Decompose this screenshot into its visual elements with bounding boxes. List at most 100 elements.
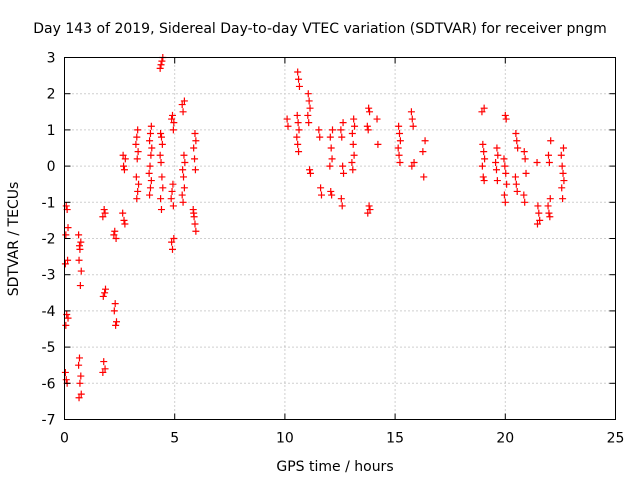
- data-point: [169, 202, 177, 210]
- data-point: [326, 133, 334, 141]
- data-point: [167, 195, 175, 203]
- data-point: [349, 140, 357, 148]
- data-point: [133, 133, 141, 141]
- data-point: [180, 97, 188, 105]
- data-point: [180, 151, 188, 159]
- data-point: [479, 173, 487, 181]
- y-tick-label: -7: [42, 413, 56, 429]
- data-point: [339, 162, 347, 170]
- data-point: [534, 202, 542, 210]
- data-point: [544, 151, 552, 159]
- data-point: [521, 155, 529, 163]
- data-point: [327, 187, 335, 195]
- data-point: [514, 144, 522, 152]
- data-point: [156, 64, 164, 72]
- data-point: [168, 187, 176, 195]
- grid: [64, 57, 616, 420]
- data-point: [560, 177, 568, 185]
- data-point: [295, 75, 303, 83]
- data-point: [101, 365, 109, 373]
- data-point: [156, 151, 164, 159]
- data-point: [62, 376, 70, 384]
- data-point: [294, 68, 302, 76]
- y-axis-label: SDTVAR / TECUs: [6, 182, 22, 297]
- data-point: [363, 122, 371, 130]
- data-point: [520, 148, 528, 156]
- data-point: [110, 307, 118, 315]
- data-point: [480, 177, 488, 185]
- data-point: [501, 162, 509, 170]
- data-point: [111, 227, 119, 235]
- data-point: [168, 245, 176, 253]
- ticks: -7 -6 -5 -4 -3 -2 -1 0 1 2 3 0 5 10 15 20 25: [42, 51, 625, 447]
- data-point: [545, 158, 553, 166]
- data-point: [559, 169, 567, 177]
- data-point: [178, 191, 186, 199]
- data-point: [396, 158, 404, 166]
- data-point: [191, 166, 199, 174]
- data-point: [121, 220, 129, 228]
- data-point: [533, 220, 541, 228]
- data-point: [348, 130, 356, 138]
- data-point: [500, 191, 508, 199]
- data-point: [328, 191, 336, 199]
- x-tick-label: 25: [607, 431, 625, 447]
- data-point: [547, 137, 555, 145]
- y-tick-label: 2: [47, 87, 56, 103]
- data-point: [157, 61, 165, 69]
- data-point: [119, 151, 127, 159]
- data-point: [77, 238, 85, 246]
- chart-title: Day 143 of 2019, Sidereal Day-to-day VTE…: [33, 21, 607, 37]
- data-point: [191, 220, 199, 228]
- data-point: [101, 209, 109, 217]
- data-point: [501, 198, 509, 206]
- data-point: [395, 151, 403, 159]
- data-point: [146, 137, 154, 145]
- data-point: [559, 144, 567, 152]
- data-point: [408, 162, 416, 170]
- data-point: [349, 166, 357, 174]
- data-point: [503, 180, 511, 188]
- data-point: [119, 209, 127, 217]
- data-point: [132, 173, 140, 181]
- data-point: [317, 184, 325, 192]
- data-point: [520, 191, 528, 199]
- data-point: [75, 256, 83, 264]
- data-point: [146, 130, 154, 138]
- data-point: [121, 155, 129, 163]
- data-point: [283, 115, 291, 123]
- data-point: [62, 231, 70, 239]
- data-point: [284, 122, 292, 130]
- data-point: [99, 292, 107, 300]
- data-point: [62, 321, 70, 329]
- data-point: [494, 151, 502, 159]
- data-point: [158, 173, 166, 181]
- data-point: [365, 104, 373, 112]
- data-point: [421, 137, 429, 145]
- data-point: [409, 122, 417, 130]
- x-tick-label: 10: [276, 431, 294, 447]
- data-point: [179, 198, 187, 206]
- data-point: [146, 184, 154, 192]
- data-point: [295, 148, 303, 156]
- data-point: [64, 224, 72, 232]
- data-point: [338, 202, 346, 210]
- data-point: [350, 115, 358, 123]
- data-point: [337, 195, 345, 203]
- data-point: [62, 202, 70, 210]
- y-tick-label: 0: [47, 159, 56, 175]
- x-tick-label: 0: [60, 431, 69, 447]
- data-point: [168, 115, 176, 123]
- data-point: [339, 119, 347, 127]
- data-point: [294, 140, 302, 148]
- data-point: [295, 82, 303, 90]
- data-point: [513, 187, 521, 195]
- data-point: [158, 140, 166, 148]
- data-point: [410, 158, 418, 166]
- data-point: [364, 209, 372, 217]
- data-point: [305, 97, 313, 105]
- data-point: [192, 227, 200, 235]
- data-point: [179, 166, 187, 174]
- data-point: [148, 144, 156, 152]
